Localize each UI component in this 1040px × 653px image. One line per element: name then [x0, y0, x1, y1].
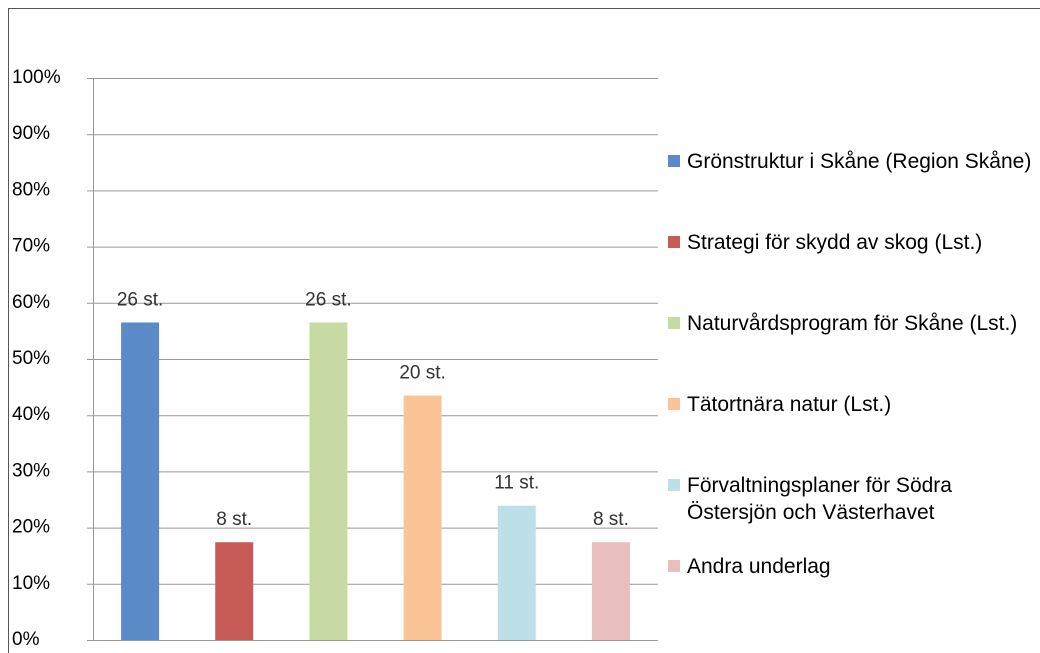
y-tick-label: 80% [12, 179, 50, 200]
legend-swatch [668, 479, 680, 491]
bar [121, 322, 160, 640]
legend-swatch [668, 398, 680, 410]
legend-label: Förvaltningsplaner för Södra Östersjön o… [687, 474, 952, 524]
y-tick-label: 0% [12, 629, 40, 650]
legend: Grönstruktur i Skåne (Region Skåne) Strat… [668, 148, 1038, 634]
y-tick-label: 10% [12, 573, 50, 594]
chart-border [8, 8, 1040, 653]
legend-label: Tätortnära natur (Lst.) [687, 393, 892, 416]
data-label: 26 st. [117, 289, 163, 310]
legend-label: Grönstruktur i Skåne (Region Skåne) [687, 150, 1032, 173]
legend-label: Strategi för skydd av skog (Lst.) [687, 231, 983, 254]
legend-swatch [668, 560, 680, 572]
y-tick-label: 100% [12, 67, 61, 88]
legend-swatch [668, 317, 680, 329]
y-tick-label: 30% [12, 460, 50, 481]
legend-swatch [668, 155, 680, 167]
legend-swatch [668, 236, 680, 248]
legend-item: Grönstruktur i Skåne (Region Skåne) [668, 148, 1038, 229]
data-label: 11 st. [494, 473, 539, 494]
bar [497, 505, 536, 640]
data-label: 20 st. [399, 363, 445, 384]
y-tick-label: 20% [12, 517, 50, 538]
y-tick-label: 60% [12, 292, 50, 313]
data-label: 8 st. [593, 509, 629, 530]
bar [403, 395, 442, 640]
y-tick-label: 70% [12, 236, 50, 257]
legend-item: Förvaltningsplaner för Södra Östersjön o… [668, 472, 1038, 553]
bar [309, 322, 348, 640]
legend-item: Tätortnära natur (Lst.) [668, 391, 1038, 472]
legend-item: Andra underlag [668, 553, 1038, 634]
y-tick-label: 40% [12, 404, 50, 425]
legend-label: Naturvårdsprogram för Skåne (Lst.) [687, 312, 1018, 335]
data-label: 8 st. [216, 509, 252, 530]
data-label: 26 st. [305, 289, 351, 310]
y-tick-label: 90% [12, 123, 50, 144]
y-tick-label: 50% [12, 348, 50, 369]
bar [591, 542, 630, 640]
legend-item: Naturvårdsprogram för Skåne (Lst.) [668, 310, 1038, 391]
bar [215, 542, 254, 640]
legend-item: Strategi för skydd av skog (Lst.) [668, 229, 1038, 310]
legend-label: Andra underlag [687, 555, 831, 578]
